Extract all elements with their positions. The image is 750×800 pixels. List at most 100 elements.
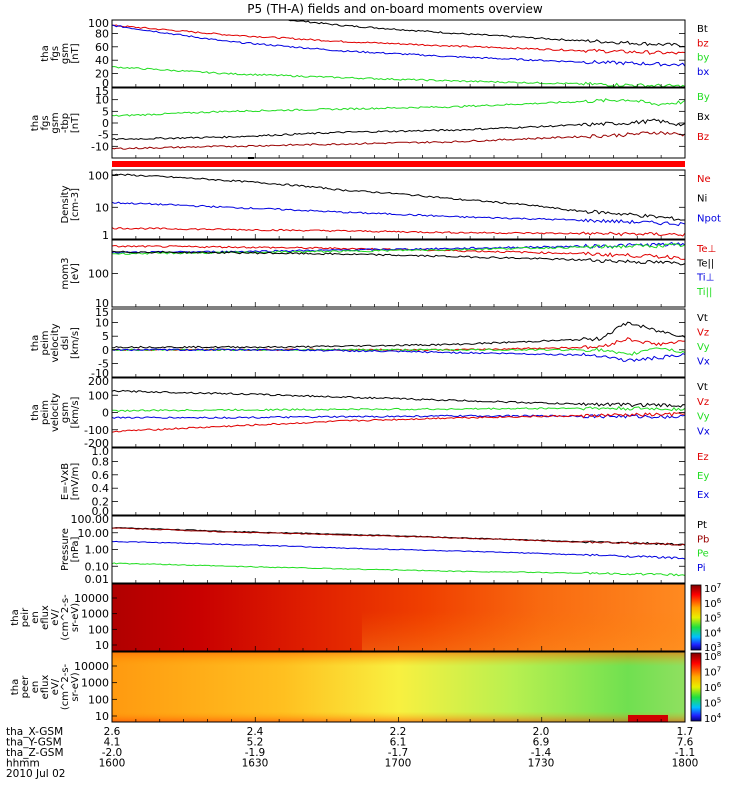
x-row-value: -1.9 [245,747,266,759]
colorbar-tick: 104 [704,626,722,639]
x-row-label: tha_Z-GSM [6,747,64,759]
panel-frame [111,308,686,378]
y-tick-label: -5 [98,129,109,142]
y-tick-label: 10000 [74,592,109,605]
y-axis-label-line: en [30,611,41,624]
legend-Bt: Bt [697,24,708,35]
series-Ne [111,227,686,237]
series-Vz [111,411,686,433]
x-row-value: 2.0 [533,726,550,738]
series-Pi [112,540,686,560]
coverage-bar [112,161,685,167]
y-tick-label: -10 [91,367,109,380]
y-tick-label: 40 [95,54,109,67]
spectrogram-hot-spot [628,715,668,722]
y-tick-label: 0 [102,117,109,130]
legend-Te⊥: Te⊥ [696,244,716,255]
y-axis-label-line: peim [40,400,51,425]
y-axis-label: mom3 [eV] [60,258,81,290]
y-axis-label-line: eflux [40,675,51,700]
legend-Ez: Ez [697,452,709,463]
y-tick-label: 0.01 [85,573,110,586]
colorbar-tick: 107 [704,666,721,679]
y-axis-label-line: Pressure [60,528,71,571]
y-axis-label-line: velocity [50,323,61,362]
series-Ti⊥ [111,242,686,254]
y-axis-label: tha fgs gsm -tbp [nT] [30,112,81,133]
y-tick-label: 10 [95,317,109,330]
legend-bz: bz [697,38,709,49]
series-Vx [111,348,686,362]
legend-Pt: Pt [697,520,707,531]
colorbar-tick: 108 [704,650,721,663]
y-axis-label-line: mom3 [60,258,71,290]
colorbar-tick: 107 [704,582,721,595]
y-axis-label: Pressure [nPa] [60,528,81,571]
y-axis-label: tha peim velocity dsl [km/s] [30,323,81,362]
legend-Bz: Bz [697,132,709,143]
panel-10: 108 107 106 105 104 10000 1000 100 10 tha peer en ef… [10,650,722,725]
colorbar [690,652,702,722]
y-tick-label: 10 [95,710,109,723]
x-row-value: 6.9 [533,737,550,749]
y-axis-label-line: [mV/m] [70,463,81,501]
legend-Vy: Vy [697,342,710,353]
y-axis-label-line: sr-eV) [70,603,81,632]
x-row-label: tha_X-GSM [6,726,63,738]
legend-Npot: Npot [697,213,721,224]
legend-Ti⊥: Ti⊥ [696,273,714,284]
y-tick-label: 15 [95,85,109,98]
y-axis-label-line: fgs [50,46,61,61]
x-row-value: 2.2 [390,726,407,738]
y-axis-label-line: peir [20,607,31,627]
y-axis-label-line: tha [40,45,51,61]
legend-Vt: Vt [697,382,708,393]
y-tick-label: 80 [95,27,109,40]
colorbar [690,584,702,651]
panel-7: 1.00.80.60.40.20.0 E=-VxB [mV/m] Ez Ey Ex [60,445,709,518]
spectrogram-overlay [112,652,685,722]
colorbar-tick: 104 [704,712,722,725]
y-axis-label-line: gsm [60,402,71,423]
y-tick-label: 60 [95,41,109,54]
legend-Pi: Pi [697,563,706,574]
y-tick-label: 0 [102,77,109,90]
x-row-value: 1630 [242,758,269,770]
y-tick-label: 1 [102,229,109,242]
date-label: 2010 Jul 02 [6,768,65,780]
panel-frame [111,87,686,159]
x-row-label: tha_Y-GSM [6,737,62,749]
y-axis-label-line: tha [10,679,21,695]
y-axis-label-line: E=-VxB [60,463,71,500]
x-row-value: 1800 [672,758,699,770]
series-bx [111,24,686,67]
series-Bx [111,118,686,141]
x-row-value: -1.7 [388,747,409,759]
y-tick-label: 10 [95,639,109,652]
series-Pb [111,527,686,546]
legend-Pe: Pe [697,549,709,560]
x-row-label: hhmm [6,758,40,770]
y-tick-label: 200 [88,375,109,388]
y-tick-label: 100 [88,268,109,281]
y-tick-label: 10 [95,201,109,214]
legend-Vz: Vz [697,328,709,339]
series-Pe [111,562,686,577]
y-axis-label-line: peer [20,675,31,699]
legend-Ne: Ne [697,174,711,185]
x-row-value: 1730 [528,758,555,770]
y-axis-label-line: tha [10,609,21,625]
y-axis-label-line: eV/ [50,678,61,695]
y-tick-label: 100 [88,389,109,402]
y-axis-label-line: peim [40,330,51,355]
panel-frame [111,447,686,516]
y-tick-label: 15 [95,306,109,319]
y-axis-label: tha peim velocity gsm [km/s] [30,393,81,432]
legend-Ti||: Ti|| [696,287,712,298]
y-tick-label: 100 [88,17,109,30]
y-axis-label-line: (cm^2-s- [60,594,71,641]
y-tick-label: -200 [84,437,109,450]
legend-Bx: Bx [697,112,710,123]
